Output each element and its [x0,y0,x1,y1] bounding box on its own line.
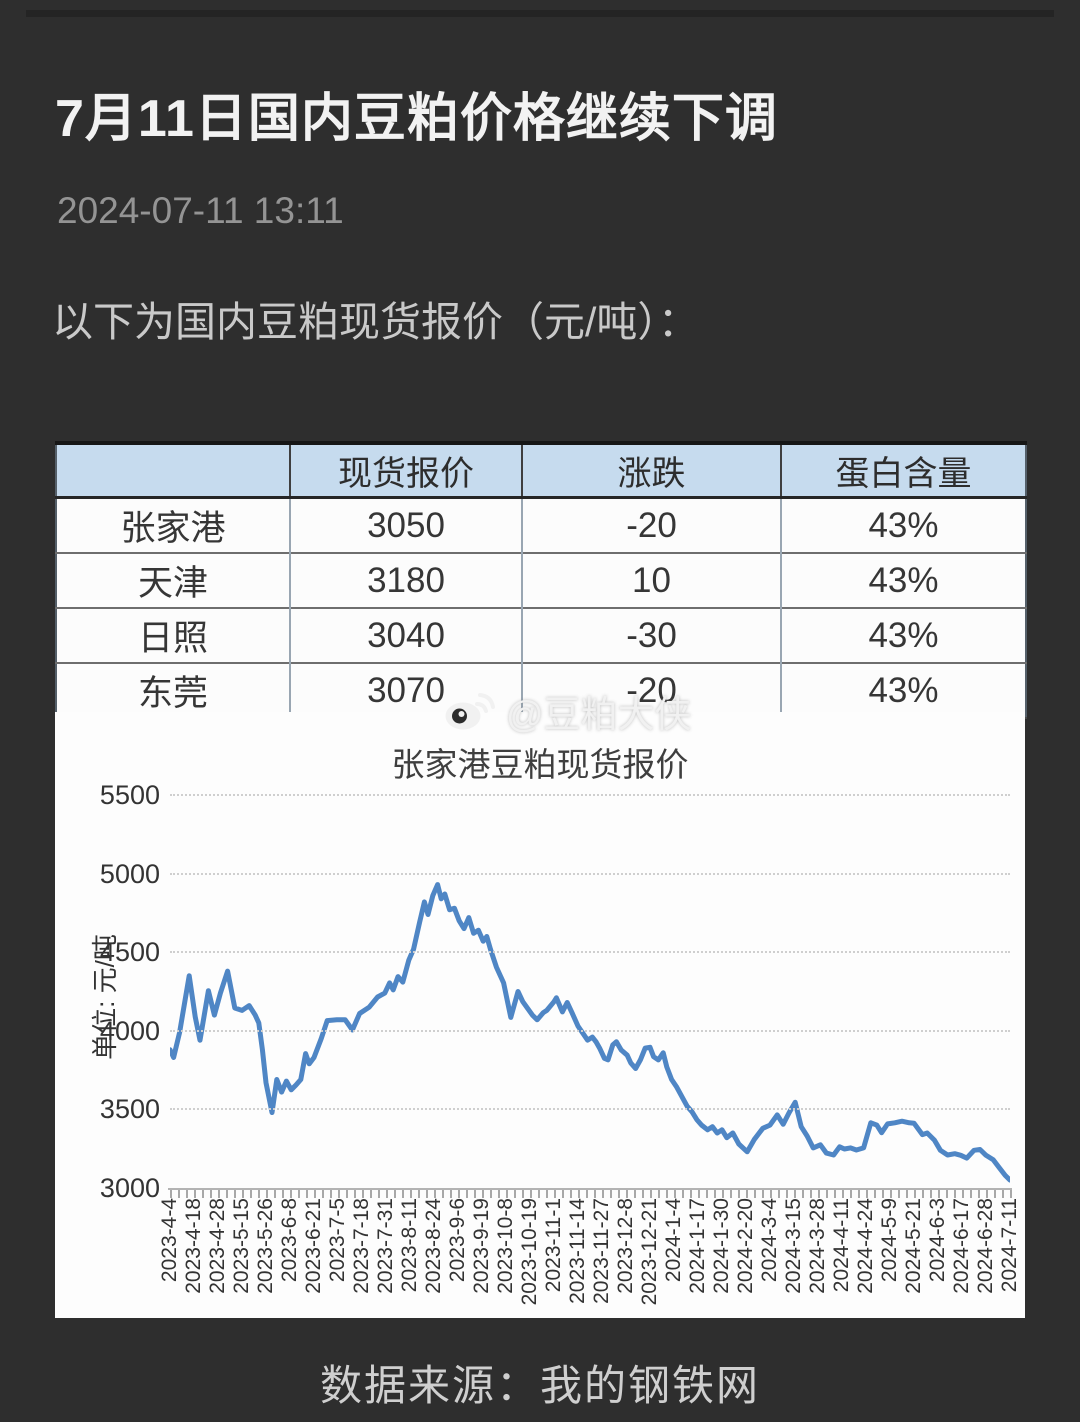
protein-cell: 43% [780,552,1026,608]
watermark-text: @豆粕大侠 [506,694,692,735]
x-tick-label: 2024-1-17 [686,1198,709,1294]
x-tick-label: 2024-6-3 [926,1198,949,1283]
price-table-body: 张家港 3050 -20 43% 天津 3180 10 43% 日照 3040 -30 43% 东莞 30… [56,497,1026,718]
x-tick-label: 2023-11-27 [590,1198,613,1304]
x-tick-label: 2023-6-21 [302,1198,325,1294]
x-tick-label: 2024-1-30 [710,1198,733,1294]
x-tick-label: 2024-3-15 [782,1198,805,1294]
x-tick-label: 2024-7-11 [998,1198,1021,1293]
publish-timestamp: 2024-07-11 13:11 [57,190,344,231]
x-tick-label: 2023-4-4 [158,1198,181,1283]
gridline [170,794,1010,796]
price-table: 现货报价 涨跌 蛋白含量 张家港 3050 -20 43% 天津 3180 10 43% 日照 3… [55,441,1027,719]
intro-text: 以下为国内豆粕现货报价（元/吨）： [52,299,699,345]
x-axis-ticks [170,1190,1012,1198]
table-header-row: 现货报价 涨跌 蛋白含量 [56,443,1026,499]
x-tick-label: 2024-5-9 [878,1198,901,1283]
top-divider [26,10,1054,17]
x-tick-label: 2024-6-28 [974,1198,997,1294]
x-tick-label: 2023-11-14 [566,1198,589,1304]
x-tick-label: 2023-4-18 [182,1198,205,1294]
x-tick-label: 2024-4-11 [830,1198,853,1293]
header-change: 涨跌 [521,443,781,499]
change-cell: 10 [521,552,781,608]
price-line [170,882,1010,1183]
header-city [56,443,290,499]
change-cell: -20 [521,662,781,718]
x-tick-label: 2024-3-4 [758,1198,781,1283]
x-tick-label: 2024-5-21 [902,1198,925,1294]
x-tick-label: 2023-5-26 [254,1198,277,1294]
city-cell: 日照 [56,607,290,663]
x-tick-label: 2023-12-8 [614,1198,637,1294]
gridline [170,951,1010,954]
x-tick-label: 2023-5-15 [230,1198,253,1294]
x-tick-label: 2023-9-6 [446,1198,469,1283]
city-cell: 天津 [56,552,290,608]
chart-plot: 5500 5000 4500 4000 3500 3000 2023-4-4 2023-4-1… [55,712,1025,1318]
price-cell: 3180 [289,552,522,608]
x-tick-label: 2023-7-5 [326,1198,349,1283]
x-tick-label: 2023-12-21 [638,1198,661,1306]
gridline [170,872,1010,875]
x-tick-label: 2024-6-17 [950,1198,973,1294]
price-cell: 3040 [289,607,522,663]
chart-title: 张家港豆粕现货报价 [391,746,689,783]
protein-cell: 43% [780,607,1026,663]
y-tick-label: 5000 [99,858,160,889]
table-row: 天津 3180 10 43% [56,552,1026,608]
gridline [170,1108,1010,1111]
x-tick-label: 2023-4-28 [206,1198,229,1294]
price-line-chart [170,882,1010,1183]
change-cell: -20 [521,497,781,553]
x-tick-label: 2023-7-31 [374,1198,397,1294]
x-tick-label: 2024-1-4 [662,1198,685,1283]
y-tick-label: 3500 [99,1094,160,1125]
x-tick-label: 2024-2-20 [734,1198,757,1294]
weibo-icon [444,691,496,731]
city-cell: 张家港 [120,509,226,548]
page-title: 7月11日国内豆粕价格继续下调 [55,90,778,148]
change-cell: -30 [521,607,781,663]
watermark: @豆粕大侠 [444,686,692,736]
y-tick-label: 5500 [99,780,160,810]
price-cell: 3050 [289,497,522,553]
header-spot-price: 现货报价 [289,443,522,499]
y-tick-label: 3000 [99,1173,160,1203]
data-source-text: 数据来源：我的钢铁网 [319,1362,760,1409]
x-tick-label: 2023-8-24 [422,1198,445,1294]
y-tick-label: 4000 [99,1015,160,1046]
header-protein: 蛋白含量 [780,443,1026,499]
x-axis-line [168,1188,1012,1190]
x-tick-label: 2023-8-11 [398,1198,421,1293]
x-tick-label: 2023-9-19 [470,1198,493,1294]
table-row: 日照 3040 -30 43% [56,607,1026,663]
y-tick-label: 4500 [99,937,160,968]
x-tick-label: 2024-3-28 [806,1198,829,1294]
x-tick-label: 2023-10-19 [518,1198,541,1306]
city-cell: 东莞 [56,662,290,718]
x-tick-label: 2023-11-1 [542,1198,565,1293]
price-cell: 3070 [289,662,522,718]
chart-panel: 张家港豆粕现货报价 单位: 元/吨 5500 5000 4500 4000 3500 30… [55,712,1025,1318]
table-row: 张家港 3050 -20 43% [56,497,1026,553]
x-tick-label: 2023-10-8 [494,1198,517,1294]
x-tick-label: 2023-7-18 [350,1198,373,1294]
gridline [170,1029,1010,1032]
x-tick-label: 2024-4-24 [854,1198,877,1294]
x-tick-label: 2023-6-8 [278,1198,301,1283]
protein-cell: 43% [780,497,1026,553]
protein-cell: 43% [780,662,1026,718]
table-row: 东莞 3070 -20 43% [56,662,1026,718]
